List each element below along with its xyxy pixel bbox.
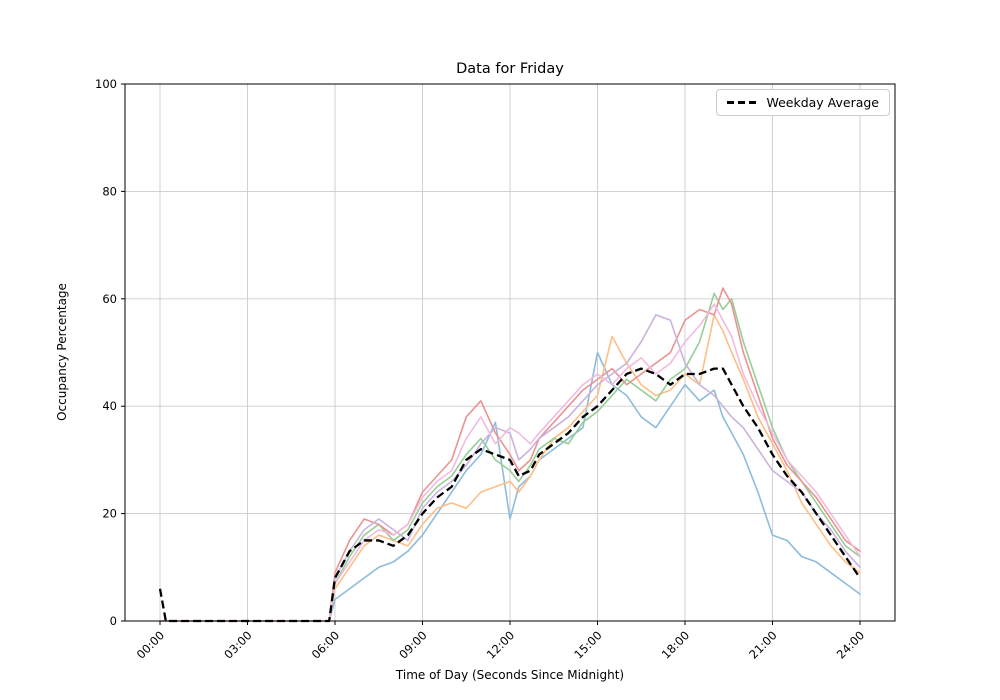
x-axis-label: Time of Day (Seconds Since Midnight) [395,668,625,682]
svg-text:21:00: 21:00 [746,628,779,661]
svg-text:20: 20 [102,507,117,521]
legend: Weekday Average [716,89,890,116]
y-axis-label: Occupancy Percentage [55,283,69,421]
svg-text:15:00: 15:00 [571,628,604,661]
dashed-line-icon [727,101,758,104]
legend-label: Weekday Average [766,95,879,110]
svg-text:80: 80 [102,184,117,198]
chart-title: Data for Friday [456,61,564,77]
svg-text:40: 40 [102,399,117,413]
svg-text:09:00: 09:00 [396,628,429,661]
svg-text:24:00: 24:00 [834,628,867,661]
svg-text:00:00: 00:00 [134,628,167,661]
svg-text:06:00: 06:00 [309,628,342,661]
svg-text:60: 60 [102,292,117,306]
svg-text:03:00: 03:00 [221,628,254,661]
svg-text:0: 0 [110,614,117,628]
svg-text:18:00: 18:00 [659,628,692,661]
svg-text:12:00: 12:00 [484,628,517,661]
svg-text:100: 100 [95,77,117,91]
